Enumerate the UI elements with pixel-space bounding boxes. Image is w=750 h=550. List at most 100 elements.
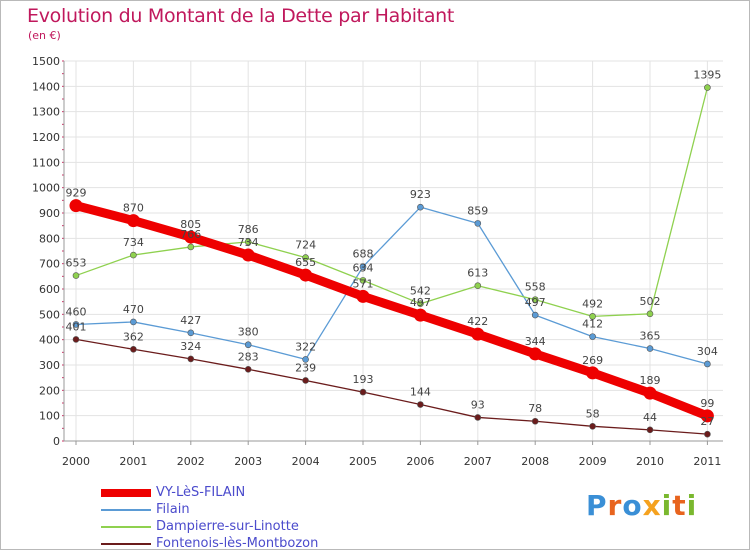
data-label: 362 xyxy=(123,330,144,343)
data-point xyxy=(241,248,255,262)
y-tick-label: 400 xyxy=(39,334,60,347)
legend-label: VY-LèS-FILAIN xyxy=(156,485,246,500)
data-label: 304 xyxy=(697,345,718,358)
data-label: 283 xyxy=(238,350,259,363)
data-point xyxy=(69,199,83,213)
data-point xyxy=(531,311,539,319)
data-label: 497 xyxy=(410,296,431,309)
data-point xyxy=(417,401,424,408)
data-point xyxy=(302,254,309,261)
data-label: 497 xyxy=(525,296,546,309)
data-label: 324 xyxy=(180,340,201,353)
data-label: 401 xyxy=(66,320,87,333)
y-tick-label: 800 xyxy=(39,232,60,245)
legend-swatch xyxy=(101,526,151,528)
data-label: 269 xyxy=(582,354,603,367)
x-tick-label: 2001 xyxy=(119,455,147,468)
logo-letter: o xyxy=(622,489,643,522)
y-tick-label: 1300 xyxy=(32,106,60,119)
data-point xyxy=(417,203,424,211)
x-tick-label: 2002 xyxy=(177,455,205,468)
x-tick-label: 2004 xyxy=(292,455,320,468)
data-label: 422 xyxy=(467,315,488,328)
data-label: 470 xyxy=(123,303,144,316)
chart-subtitle: (en €) xyxy=(28,29,61,42)
data-point xyxy=(589,333,596,340)
x-tick-label: 2006 xyxy=(406,455,434,468)
x-tick-label: 2000 xyxy=(62,455,90,468)
data-label: 380 xyxy=(238,326,259,339)
data-point xyxy=(72,272,80,279)
data-point xyxy=(589,313,596,320)
data-point xyxy=(359,277,367,284)
data-point xyxy=(130,251,137,259)
data-point xyxy=(413,308,427,322)
data-label: 502 xyxy=(640,295,661,308)
data-point xyxy=(474,282,482,290)
data-label: 653 xyxy=(66,257,87,270)
logo-letter: r xyxy=(607,489,623,522)
y-tick-label: 1200 xyxy=(32,131,60,144)
data-label: 786 xyxy=(238,223,259,236)
data-point xyxy=(187,329,195,337)
data-point xyxy=(72,321,80,328)
y-tick-label: 100 xyxy=(39,410,60,423)
data-point xyxy=(471,327,485,341)
data-point xyxy=(589,423,596,430)
logo-letter: i xyxy=(661,489,673,522)
y-tick-label: 700 xyxy=(39,258,60,271)
chart-title: Evolution du Montant de la Dette par Hab… xyxy=(27,5,455,27)
data-point xyxy=(184,230,198,244)
data-point xyxy=(359,263,367,271)
data-label: 542 xyxy=(410,285,431,298)
data-label: 870 xyxy=(123,202,144,215)
data-label: 655 xyxy=(295,256,316,269)
data-label: 688 xyxy=(353,248,374,261)
data-label: 427 xyxy=(180,314,201,327)
data-label: 923 xyxy=(410,188,431,201)
data-label: 344 xyxy=(525,335,546,348)
data-label: 239 xyxy=(295,361,316,374)
data-point xyxy=(646,345,654,352)
data-label: 322 xyxy=(295,340,316,353)
data-point xyxy=(474,220,482,227)
data-label: 27 xyxy=(700,415,714,428)
data-point xyxy=(187,355,195,363)
logo-letter: i xyxy=(686,489,698,522)
y-tick-label: 0 xyxy=(53,435,60,448)
data-point xyxy=(531,296,539,303)
data-point xyxy=(474,414,482,421)
x-tick-label: 2008 xyxy=(521,455,549,468)
data-label: 766 xyxy=(180,228,201,241)
data-label: 634 xyxy=(353,261,374,274)
data-point xyxy=(359,388,367,396)
series-line-3 xyxy=(75,338,709,435)
series-line-2 xyxy=(75,86,709,318)
x-tick-label: 2007 xyxy=(464,455,492,468)
data-label: 93 xyxy=(471,398,485,411)
data-point xyxy=(72,336,80,343)
data-label: 734 xyxy=(238,236,259,249)
x-tick-label: 2010 xyxy=(636,455,664,468)
data-point xyxy=(302,356,309,363)
data-label: 193 xyxy=(353,373,374,386)
y-tick-label: 1500 xyxy=(32,55,60,68)
logo-letter: P xyxy=(586,489,608,522)
data-label: 929 xyxy=(66,187,87,200)
data-point xyxy=(417,300,424,307)
data-label: 571 xyxy=(353,277,374,290)
data-point xyxy=(244,341,252,349)
data-label: 558 xyxy=(525,281,546,294)
data-point xyxy=(704,430,711,438)
data-label: 144 xyxy=(410,386,431,399)
series-line-0 xyxy=(71,201,712,421)
logo-letter: x xyxy=(642,489,662,522)
legend-swatch xyxy=(101,489,151,497)
x-tick-label: 2005 xyxy=(349,455,377,468)
data-label: 189 xyxy=(640,374,661,387)
x-tick-label: 2011 xyxy=(693,455,721,468)
y-tick-label: 1100 xyxy=(32,156,60,169)
data-point xyxy=(244,238,252,246)
